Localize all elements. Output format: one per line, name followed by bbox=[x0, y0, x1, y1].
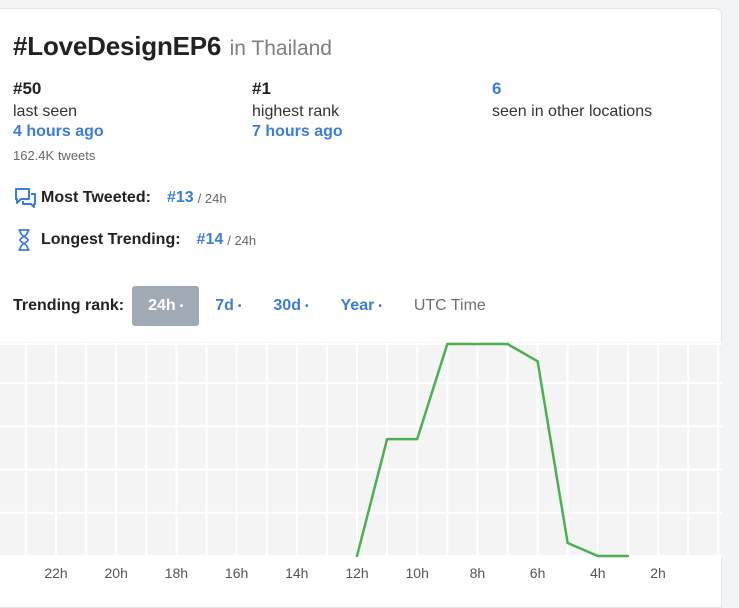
tab-dot: • bbox=[378, 300, 382, 312]
tab-label: 7d bbox=[215, 297, 234, 314]
stat-label: seen in other locations bbox=[492, 103, 653, 120]
x-tick-label: 8h bbox=[470, 565, 486, 581]
longest-trending-row: Longest Trending: #14 / 24h bbox=[14, 229, 256, 251]
chat-bubbles-icon bbox=[14, 187, 38, 209]
tab-label: Year bbox=[340, 297, 375, 314]
tab-dot: • bbox=[304, 300, 309, 312]
stat-value: #1 bbox=[252, 79, 271, 98]
chart-plot-area bbox=[0, 342, 722, 556]
tab-30d[interactable]: 30d • bbox=[257, 286, 324, 326]
stat-time-link[interactable]: 7 hours ago bbox=[252, 123, 343, 140]
tab-dot: • bbox=[237, 300, 242, 312]
tab-year[interactable]: Year • bbox=[325, 286, 398, 326]
x-tick-label: 12h bbox=[345, 565, 368, 581]
stat-value-link[interactable]: 6 bbox=[492, 79, 502, 98]
stat-other-locations: 6 seen in other locations bbox=[492, 79, 652, 122]
longest-trending-period: / 24h bbox=[227, 232, 257, 248]
tab-label: 30d bbox=[273, 297, 301, 314]
x-tick-label: 22h bbox=[44, 565, 67, 581]
tab-dot: • bbox=[179, 300, 184, 312]
x-tick-label: 20h bbox=[105, 565, 128, 581]
most-tweeted-rank-link[interactable]: #13 bbox=[166, 189, 194, 206]
hourglass-icon bbox=[14, 229, 38, 251]
most-tweeted-row: Most Tweeted: #13 / 24h bbox=[14, 187, 227, 209]
x-tick-label: 18h bbox=[165, 565, 188, 581]
most-tweeted-label: Most Tweeted: bbox=[41, 189, 151, 206]
trending-rank-chart: 22h 20h 18h 16h 14h 12h 10h 8h 6h 4h 2h bbox=[0, 342, 722, 581]
trending-rank-label: Trending rank: bbox=[13, 297, 125, 314]
stat-last-seen: #50 last seen 4 hours ago 162.4K tweets bbox=[13, 79, 104, 163]
longest-trending-label: Longest Trending: bbox=[41, 231, 181, 248]
page-title: #LoveDesignEP6 in Thailand bbox=[13, 31, 332, 62]
most-tweeted-period: / 24h bbox=[197, 190, 227, 206]
stat-highest-rank: #1 highest rank 7 hours ago bbox=[252, 79, 343, 142]
location-label[interactable]: in Thailand bbox=[229, 37, 332, 60]
stat-label: highest rank bbox=[252, 103, 340, 120]
hashtag-title: #LoveDesignEP6 bbox=[13, 31, 222, 61]
x-tick-label: 10h bbox=[406, 565, 429, 581]
x-tick-label: 16h bbox=[225, 565, 248, 581]
stat-time-link[interactable]: 4 hours ago bbox=[13, 123, 104, 140]
x-tick-label: 2h bbox=[650, 565, 666, 581]
longest-trending-rank-link[interactable]: #14 bbox=[196, 231, 224, 248]
tab-label: 24h bbox=[148, 297, 176, 314]
tweet-count: 162.4K tweets bbox=[13, 148, 96, 163]
x-tick-label: 14h bbox=[285, 565, 308, 581]
x-tick-label: 4h bbox=[590, 565, 606, 581]
x-tick-label: 6h bbox=[530, 565, 546, 581]
tab-7d[interactable]: 7d • bbox=[199, 286, 257, 326]
trending-rank-controls: Trending rank: 24h • 7d • 30d • Year • U… bbox=[13, 286, 502, 326]
utc-time-toggle[interactable]: UTC Time bbox=[413, 297, 486, 314]
stat-label: last seen bbox=[13, 103, 78, 120]
rank-series-line bbox=[355, 342, 630, 558]
trend-card: #LoveDesignEP6 in Thailand #50 last seen… bbox=[0, 8, 722, 608]
tab-24h[interactable]: 24h • bbox=[132, 286, 200, 326]
stat-value: #50 bbox=[13, 79, 42, 98]
